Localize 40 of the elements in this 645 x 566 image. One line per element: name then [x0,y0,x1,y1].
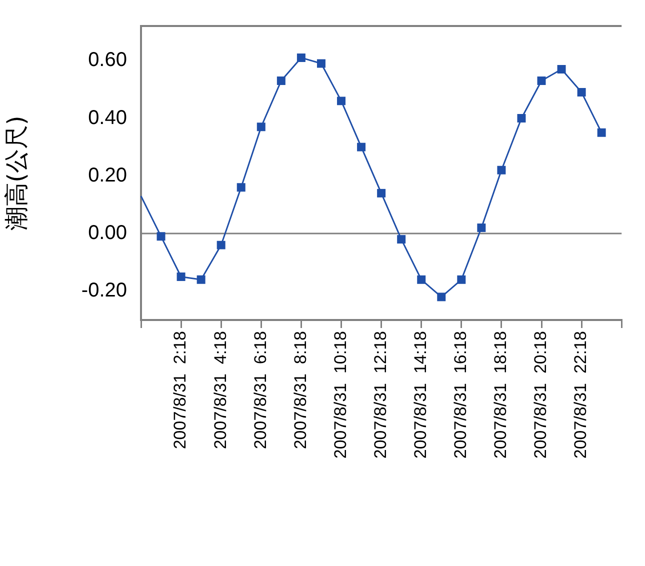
point [196,275,206,284]
x-tick-label: 2007/8/31 2:18 [170,331,190,450]
point [477,224,486,232]
point [437,292,446,302]
y-tick-label: 0.40 [88,106,127,129]
y-axis-title: 潮高(公尺) [2,116,31,230]
x-tick-label: 2007/8/31 4:18 [210,331,230,450]
point [236,183,246,192]
x-tick-label: 2007/8/31 10:18 [330,331,350,459]
point [156,232,166,241]
point [497,166,506,174]
y-tick-label: 0.20 [88,164,127,186]
x-tick-label: 2007/8/31 6:18 [250,331,270,450]
point [377,188,386,198]
point [557,64,566,74]
x-tick-label: 2007/8/31 16:18 [451,331,470,459]
y-tick-label: -0.20 [81,280,127,302]
point [316,59,326,68]
point [597,128,606,137]
point [256,122,266,132]
x-tick-label: 2007/8/31 12:18 [370,331,390,459]
x-tick-label: 2007/8/31 22:18 [571,331,590,459]
point [337,96,346,106]
point [357,142,366,152]
point [176,272,186,282]
point [417,275,426,284]
x-tick-label: 2007/8/31 14:18 [411,331,430,459]
point [296,53,306,62]
point [577,88,586,97]
point [216,240,226,250]
point [457,275,466,284]
point [537,76,546,86]
x-tick-label: 2007/8/31 8:18 [290,331,310,450]
x-tick-label: 2007/8/31 18:18 [491,331,510,459]
point [517,114,526,122]
point [397,235,406,244]
x-tick-label: 2007/8/31 20:18 [531,331,550,459]
y-tick-label: 0.60 [88,49,127,72]
point [276,76,286,86]
y-tick-label: 0.00 [88,222,127,244]
